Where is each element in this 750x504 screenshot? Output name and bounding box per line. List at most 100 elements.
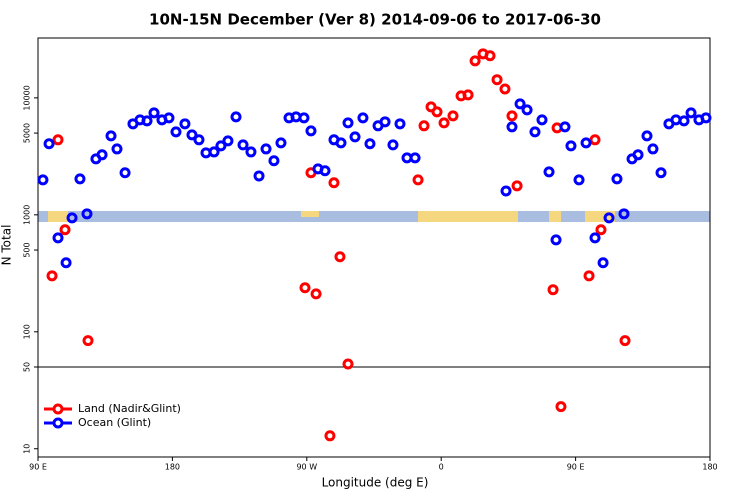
point	[685, 107, 697, 119]
point	[700, 112, 712, 124]
point	[111, 143, 123, 155]
point	[595, 224, 607, 236]
point	[573, 174, 585, 186]
land-patch	[418, 211, 518, 222]
y-tick-label: 10000	[23, 85, 32, 110]
point	[529, 126, 541, 138]
y-tick-label: 10	[23, 444, 32, 454]
chart-title: 10N-15N December (Ver 8) 2014-09-06 to 2…	[149, 11, 601, 29]
x-tick-label: 180	[702, 463, 717, 472]
point	[394, 118, 406, 130]
y-tick-label: 100	[23, 324, 32, 339]
point	[632, 149, 644, 161]
point	[52, 134, 64, 146]
point	[409, 152, 421, 164]
point	[253, 170, 265, 182]
point	[324, 430, 336, 442]
point	[364, 138, 376, 150]
point	[418, 120, 430, 132]
point	[580, 137, 592, 149]
point	[500, 185, 512, 197]
point	[105, 130, 117, 142]
point	[555, 401, 567, 413]
point	[618, 208, 630, 220]
point	[43, 138, 55, 150]
point	[484, 50, 496, 62]
point	[438, 117, 450, 129]
point	[647, 143, 659, 155]
point	[186, 129, 198, 141]
point	[230, 111, 242, 123]
point	[215, 140, 227, 152]
x-tick-label: 0	[439, 463, 444, 472]
point	[547, 284, 559, 296]
point	[499, 83, 511, 95]
point	[589, 232, 601, 244]
point	[82, 335, 94, 347]
x-tick-label: 180	[165, 463, 180, 472]
point	[81, 208, 93, 220]
point	[655, 167, 667, 179]
y-axis-label: N Total	[0, 225, 14, 266]
point	[543, 166, 555, 178]
point	[387, 139, 399, 151]
point	[565, 140, 577, 152]
point	[447, 110, 459, 122]
point	[491, 74, 503, 86]
point	[379, 116, 391, 128]
point	[521, 104, 533, 116]
point	[222, 135, 234, 147]
y-tick-label: 1000	[23, 205, 32, 225]
point	[514, 98, 526, 110]
point	[298, 112, 310, 124]
point	[536, 114, 548, 126]
point	[59, 224, 71, 236]
point	[46, 270, 58, 282]
map-strip	[38, 211, 710, 222]
point	[431, 106, 443, 118]
point	[506, 121, 518, 133]
point	[179, 118, 191, 130]
point	[619, 335, 631, 347]
point	[342, 117, 354, 129]
x-tick-label: 90 W	[296, 463, 317, 472]
plot-frame	[37, 37, 711, 458]
point	[334, 251, 346, 263]
x-tick-label: 90 E	[567, 463, 585, 472]
point	[328, 177, 340, 189]
point	[170, 126, 182, 138]
ocean-strip	[38, 211, 710, 222]
point	[66, 212, 78, 224]
point	[357, 112, 369, 124]
point	[342, 358, 354, 370]
point	[237, 139, 249, 151]
point	[245, 146, 257, 158]
point	[641, 130, 653, 142]
legend-marker	[52, 417, 64, 429]
point	[310, 288, 322, 300]
point	[37, 174, 49, 186]
point	[268, 155, 280, 167]
point	[583, 270, 595, 282]
point	[52, 232, 64, 244]
point	[74, 173, 86, 185]
y-tick-label: 500	[23, 242, 32, 257]
point	[511, 180, 523, 192]
point	[163, 112, 175, 124]
point	[462, 89, 474, 101]
point	[611, 173, 623, 185]
point	[559, 121, 571, 133]
point	[506, 110, 518, 122]
point	[678, 115, 690, 127]
point	[305, 125, 317, 137]
point	[603, 212, 615, 224]
point	[60, 257, 72, 269]
point	[550, 234, 562, 246]
land-patch	[585, 211, 615, 222]
point	[96, 149, 108, 161]
land-patch	[301, 211, 319, 217]
point	[469, 55, 481, 67]
